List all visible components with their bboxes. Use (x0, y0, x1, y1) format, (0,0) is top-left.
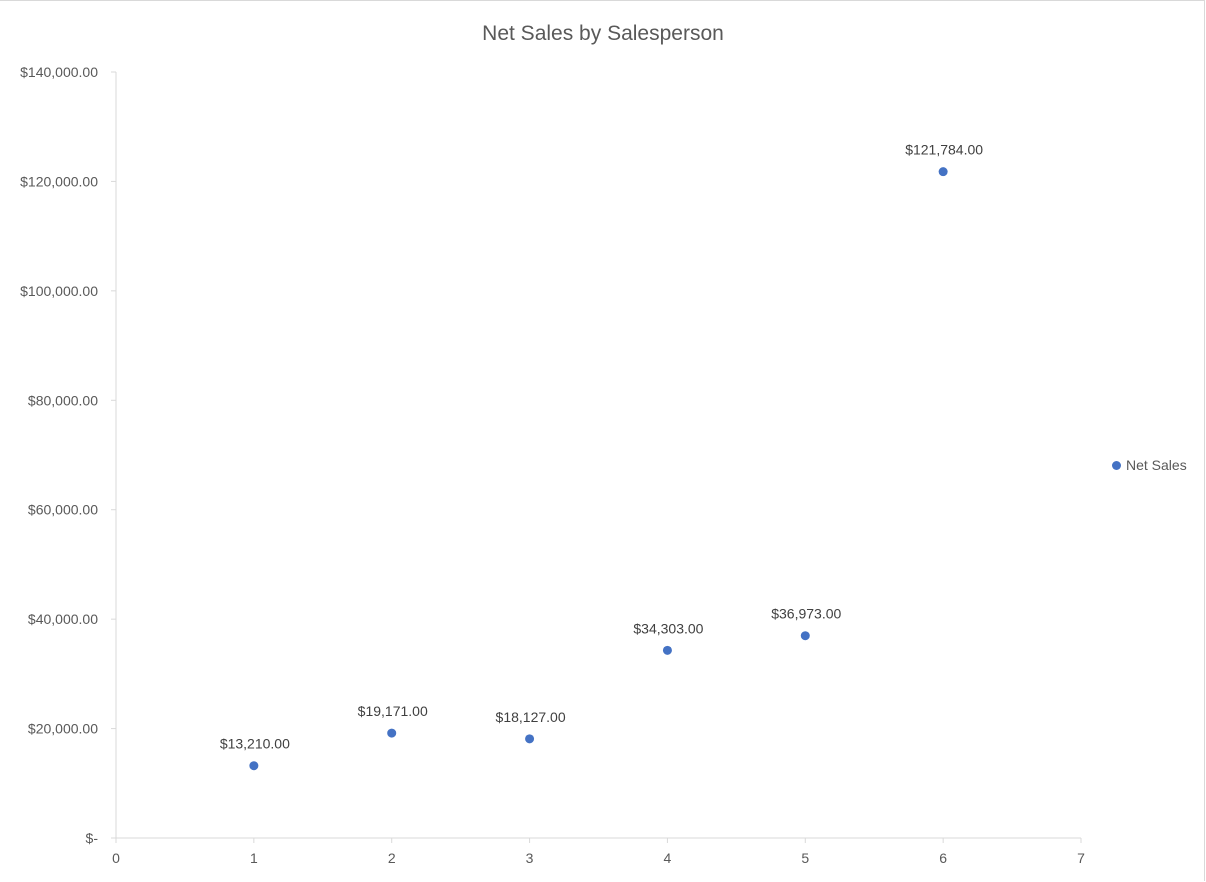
legend-marker (1112, 460, 1121, 470)
chart-title: Net Sales by Salesperson (482, 22, 724, 45)
data-label: $18,127.00 (496, 709, 566, 725)
x-tick-label: 3 (526, 850, 534, 866)
data-label: $13,210.00 (220, 736, 290, 752)
x-tick-label: 2 (388, 850, 396, 866)
x-tick-label: 7 (1077, 850, 1085, 866)
y-tick-label: $60,000.00 (28, 502, 98, 518)
data-point (938, 167, 948, 177)
y-tick-label: $20,000.00 (28, 721, 98, 737)
y-tick-label: $100,000.00 (20, 283, 98, 299)
legend: Net Sales (1112, 457, 1187, 473)
y-tick-label: $120,000.00 (20, 173, 98, 189)
y-tick-label: $80,000.00 (28, 392, 98, 408)
x-tick-label: 4 (664, 850, 672, 866)
y-tick-label: $- (86, 830, 99, 846)
data-label: $36,973.00 (771, 606, 841, 622)
data-label: $34,303.00 (633, 620, 703, 636)
data-point (387, 728, 397, 738)
y-tick-label: $40,000.00 (28, 611, 98, 627)
y-tick-label: $140,000.00 (20, 64, 98, 80)
data-point (662, 645, 672, 655)
x-tick-label: 6 (939, 850, 947, 866)
legend-label: Net Sales (1126, 457, 1187, 473)
data-label: $121,784.00 (905, 142, 983, 158)
data-label: $19,171.00 (358, 703, 428, 719)
x-tick-label: 1 (250, 850, 258, 866)
data-point (800, 631, 810, 641)
data-point (525, 734, 535, 744)
x-tick-label: 0 (112, 850, 120, 866)
data-point (249, 761, 259, 771)
x-tick-label: 5 (801, 850, 809, 866)
